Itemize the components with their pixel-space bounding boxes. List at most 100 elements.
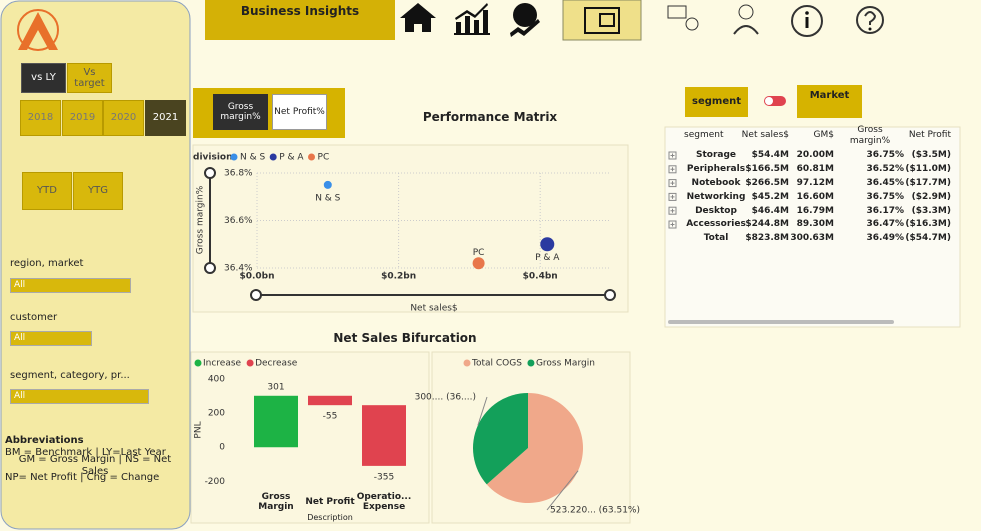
y-tick-label: 36.8%	[224, 169, 253, 179]
filter-dropdown[interactable]: All	[10, 278, 131, 293]
expand-icon[interactable]	[668, 151, 677, 160]
legend-label: N & S	[240, 153, 265, 163]
x-tick-label: Net Profit	[305, 496, 355, 507]
period-button[interactable]: YTD	[22, 172, 72, 210]
table-cell: 300.63M	[790, 233, 834, 244]
chart-title: Net Sales Bifurcation	[333, 331, 477, 346]
table-cell: 36.52%	[866, 164, 905, 175]
abbreviation: GM = Gross Margin | NS = Net Sales	[18, 454, 172, 477]
abbreviations-title: Abbreviations	[5, 434, 84, 446]
button[interactable]: vs LY	[21, 63, 66, 93]
abbreviation: NP= Net Profit | Chg = Change	[5, 472, 160, 484]
logo-ring	[17, 9, 59, 51]
scatter-panel	[192, 144, 629, 313]
point-label: PC	[473, 248, 485, 258]
leader-line	[546, 470, 579, 511]
scrollbar[interactable]	[668, 320, 894, 324]
point	[540, 237, 555, 252]
x-axis-title: Net sales$	[410, 304, 457, 314]
row-label: Notebook	[691, 177, 741, 188]
legend-label: P & A	[279, 153, 304, 163]
toggle-button[interactable]: segment	[685, 87, 748, 117]
legend-marker	[463, 359, 471, 367]
legend-marker	[194, 359, 202, 367]
filter-label: segment, category, pr...	[10, 370, 130, 382]
y-tick-label: -200	[205, 477, 226, 487]
toggle-button[interactable]: Gross margin%	[213, 94, 268, 130]
legend-marker	[269, 153, 277, 161]
bar	[308, 395, 352, 406]
point	[323, 180, 332, 189]
row-label: Desktop	[695, 205, 737, 216]
expand-icon[interactable]	[670, 208, 675, 213]
expand-icon[interactable]	[668, 179, 677, 188]
point-label: N & S	[315, 193, 340, 203]
y-tick-label: 36.6%	[224, 216, 253, 226]
expand-icon[interactable]	[668, 206, 677, 215]
legend-marker	[230, 153, 238, 161]
expand-icon[interactable]	[670, 194, 675, 199]
slider-handle[interactable]	[250, 289, 262, 301]
y-axis-title: Gross margin%	[196, 185, 206, 254]
x-tick-label: Operatio... Expense	[356, 491, 412, 512]
column-header: GM$	[813, 130, 834, 141]
table-cell: ($16.3M)	[905, 219, 951, 230]
column-header: Net sales$	[741, 130, 789, 141]
slider-handle[interactable]	[204, 167, 216, 179]
nav-icons[interactable]	[400, 3, 884, 37]
slider-handle[interactable]	[604, 289, 616, 301]
column-header: segment	[684, 130, 724, 141]
year-button[interactable]: 2018	[20, 100, 61, 136]
y-tick-label: 36.4%	[224, 264, 253, 274]
year-button[interactable]: 2021	[145, 100, 186, 136]
table-cell: $54.4M	[751, 150, 789, 161]
expand-icon[interactable]	[670, 153, 675, 158]
toggle-knob[interactable]	[765, 97, 773, 105]
table-cell: $266.5M	[745, 177, 789, 188]
table-cell: ($3.5M)	[911, 150, 951, 161]
expand-icon[interactable]	[670, 181, 675, 186]
x-axis-title: Description	[307, 513, 353, 523]
table-cell: 36.75%	[866, 150, 905, 161]
expand-icon[interactable]	[668, 220, 677, 229]
leader-line	[477, 396, 488, 426]
column-header: Net Profit	[908, 130, 951, 141]
slider-handle[interactable]	[204, 262, 216, 274]
logo	[18, 12, 58, 50]
expand-icon[interactable]	[670, 222, 675, 227]
expand-icon[interactable]	[668, 192, 677, 201]
row-label: Accessories	[686, 219, 746, 230]
legend-label: Gross Margin	[536, 359, 595, 369]
filter-label: region, market	[10, 258, 84, 270]
point	[472, 257, 485, 270]
expand-icon[interactable]	[670, 167, 675, 172]
x-tick-label: $0.2bn	[381, 272, 416, 282]
period-button[interactable]: YTG	[73, 172, 123, 210]
bar	[254, 395, 298, 448]
table-cell: 36.47%	[866, 219, 905, 230]
table-cell: 60.81M	[796, 164, 834, 175]
year-button[interactable]: 2019	[62, 100, 103, 136]
toggle-button[interactable]: Market	[797, 85, 862, 118]
filter-dropdown[interactable]: All	[10, 389, 149, 404]
table-cell: $823.8M	[745, 233, 789, 244]
table-cell: $46.4M	[751, 205, 789, 216]
table-cell: 16.79M	[796, 205, 834, 216]
filter-dropdown[interactable]: All	[10, 331, 92, 346]
x-tick-label: $0.0bn	[239, 272, 274, 282]
table-cell: 20.00M	[796, 150, 834, 161]
row-label: Total	[703, 233, 729, 244]
table-cell: 16.60M	[796, 191, 834, 202]
y-tick-label: 200	[208, 409, 225, 419]
table-cell: ($17.7M)	[905, 177, 951, 188]
data-label: 300.... (36....)	[415, 393, 476, 403]
chart-title: Performance Matrix	[422, 110, 558, 125]
expand-icon[interactable]	[668, 165, 677, 174]
data-label: 301	[267, 382, 284, 392]
toggle-button[interactable]: Net Profit%	[272, 94, 327, 130]
button[interactable]: Vs target	[67, 63, 112, 93]
abbreviation: BM = Benchmark | LY=Last Year	[5, 447, 166, 459]
year-button[interactable]: 2020	[103, 100, 144, 136]
table-cell: $244.8M	[745, 219, 789, 230]
